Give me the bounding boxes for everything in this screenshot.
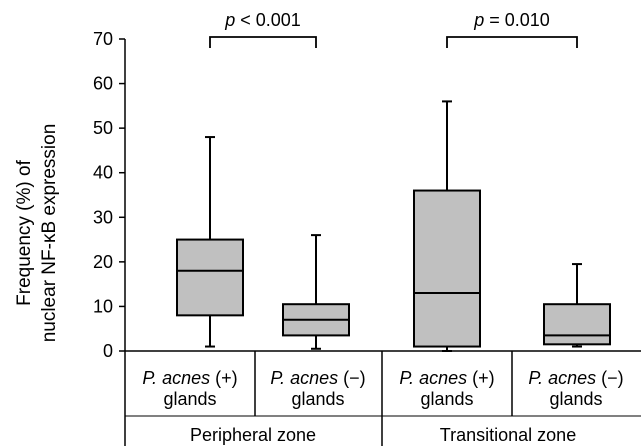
y-tick-label: 70	[93, 29, 113, 49]
category-label-line1: P. acnes (−)	[528, 368, 623, 388]
category-label-line2: glands	[291, 389, 344, 409]
y-tick-label: 60	[93, 74, 113, 94]
y-tick-label: 40	[93, 163, 113, 183]
y-tick-label: 10	[93, 296, 113, 316]
category-italic-name: P. acnes	[528, 368, 596, 388]
p-value-label: p < 0.001	[224, 10, 301, 30]
category-suffix: (+)	[467, 368, 495, 388]
y-tick-label: 30	[93, 207, 113, 227]
iqr-box	[176, 238, 244, 317]
category-italic-name: P. acnes	[270, 368, 338, 388]
bracket-line	[446, 36, 578, 48]
box-1	[176, 136, 244, 348]
iqr-box	[543, 303, 611, 346]
p-symbol: p	[224, 10, 235, 30]
iqr-box	[413, 189, 481, 348]
p-value-text: < 0.001	[235, 10, 301, 30]
y-tick-label: 50	[93, 118, 113, 138]
category-label-line2: glands	[163, 389, 216, 409]
category-label-line2: glands	[549, 389, 602, 409]
group-label: Peripheral zone	[190, 425, 316, 445]
box-2	[282, 234, 350, 350]
y-axis-label-line1: Frequency (%) of	[14, 159, 35, 305]
category-label-line1: P. acnes (+)	[399, 368, 494, 388]
y-tick-label: 20	[93, 252, 113, 272]
y-tick-label: 0	[103, 341, 113, 361]
box-4	[543, 263, 611, 348]
p-value-text: = 0.010	[484, 10, 550, 30]
group-label: Transitional zone	[440, 425, 576, 445]
category-italic-name: P. acnes	[142, 368, 210, 388]
significance-bracket: p < 0.001	[209, 10, 317, 48]
category-suffix: (+)	[210, 368, 238, 388]
y-axis-label-line2: nuclear NF-κB expression	[39, 124, 60, 343]
p-value-label: p = 0.010	[473, 10, 550, 30]
p-symbol: p	[473, 10, 484, 30]
category-label-line1: P. acnes (−)	[270, 368, 365, 388]
category-label-line2: glands	[420, 389, 473, 409]
category-label-line1: P. acnes (+)	[142, 368, 237, 388]
y-axis-label: Frequency (%) of nuclear NF-κB expressio…	[14, 124, 60, 343]
significance-bracket: p = 0.010	[446, 10, 578, 48]
category-suffix: (−)	[596, 368, 624, 388]
box-3	[413, 100, 481, 352]
category-italic-name: P. acnes	[399, 368, 467, 388]
category-suffix: (−)	[338, 368, 366, 388]
bracket-line	[209, 36, 317, 48]
